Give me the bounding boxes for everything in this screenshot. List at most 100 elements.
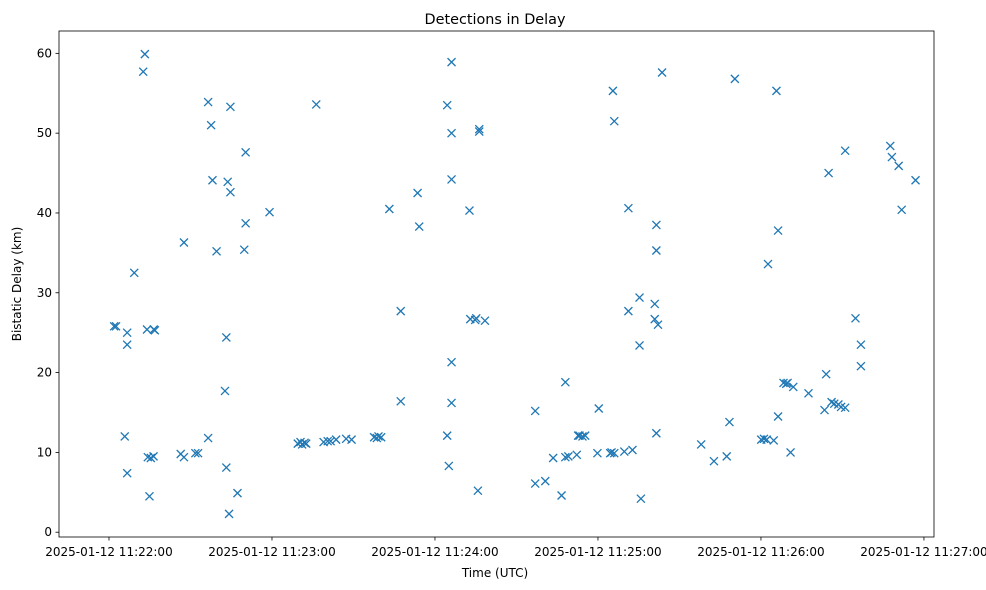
data-point <box>563 451 573 461</box>
x-axis-label: Time (UTC) <box>461 566 528 580</box>
data-point <box>827 397 837 407</box>
data-point <box>540 476 550 486</box>
data-point <box>628 445 637 455</box>
x-tick-label: 2025-01-12 11:24:00 <box>371 545 498 559</box>
data-point <box>560 377 570 387</box>
data-point <box>241 218 251 228</box>
data-point <box>323 436 333 446</box>
data-point <box>560 452 570 462</box>
data-point <box>145 491 154 501</box>
data-point <box>146 453 156 463</box>
data-point <box>474 124 484 134</box>
data-point <box>580 431 590 441</box>
x-axis-ticks: 2025-01-12 11:22:00 2025-01-12 11:23:00 20… <box>45 537 986 559</box>
data-point <box>722 451 732 461</box>
data-point <box>651 428 661 438</box>
data-point <box>149 325 159 334</box>
data-point <box>657 68 667 77</box>
data-point <box>447 174 457 184</box>
data-point <box>311 99 321 109</box>
plot-background <box>59 31 934 537</box>
data-point <box>788 382 798 392</box>
data-point <box>109 321 119 331</box>
y-tick-label: 50 <box>37 126 52 140</box>
x-tick-label: 2025-01-12 11:25:00 <box>534 545 661 559</box>
data-point <box>709 456 719 466</box>
data-point <box>265 207 274 217</box>
data-point <box>820 405 829 415</box>
data-point <box>208 175 217 185</box>
data-point <box>887 152 897 162</box>
data-point <box>856 340 866 350</box>
data-point <box>759 434 769 444</box>
data-point <box>696 439 706 449</box>
data-point <box>607 447 617 457</box>
data-point <box>763 259 773 269</box>
data-point <box>221 463 231 473</box>
data-point <box>413 188 423 198</box>
data-point <box>911 175 920 185</box>
data-point <box>773 226 783 235</box>
data-point <box>301 439 311 449</box>
data-point <box>474 127 484 137</box>
data-point <box>894 161 904 171</box>
data-point <box>821 369 831 379</box>
data-point <box>206 120 216 130</box>
data-point <box>885 141 895 151</box>
data-point <box>414 222 424 231</box>
data-point <box>122 328 132 338</box>
data-point <box>384 204 394 214</box>
data-point <box>442 431 452 441</box>
data-point <box>203 97 213 107</box>
data-point <box>623 306 633 316</box>
data-point <box>724 417 734 427</box>
data-point <box>779 378 788 388</box>
data-point <box>769 435 779 445</box>
data-point <box>233 488 242 498</box>
data-point <box>447 57 457 67</box>
data-point <box>347 435 357 445</box>
data-point <box>650 299 660 309</box>
y-axis-label: Bistatic Delay (km) <box>10 227 24 342</box>
data-point <box>326 436 336 446</box>
data-point <box>653 320 663 330</box>
data-point <box>608 86 618 96</box>
data-point <box>592 448 602 458</box>
x-tick-label: 2025-01-12 11:23:00 <box>208 545 335 559</box>
data-point <box>447 357 457 367</box>
data-point <box>193 448 203 458</box>
data-point <box>203 433 213 443</box>
data-point <box>473 486 483 496</box>
data-point <box>140 49 150 59</box>
data-point <box>557 491 567 500</box>
data-point <box>447 128 457 138</box>
data-point <box>619 447 629 457</box>
plot-area <box>58 30 935 538</box>
chart-title: Detections in Delay <box>425 12 566 28</box>
data-point <box>786 447 796 457</box>
y-tick-label: 30 <box>37 286 52 300</box>
data-point <box>840 403 850 413</box>
data-point <box>220 386 230 396</box>
data-point <box>138 67 148 77</box>
data-point <box>594 404 604 413</box>
x-tick-label: 2025-01-12 11:27:00 <box>860 545 986 559</box>
data-point <box>396 306 406 316</box>
data-point <box>480 316 490 326</box>
y-tick-label: 20 <box>37 366 52 380</box>
data-point <box>396 396 406 406</box>
x-tick-label: 2025-01-12 11:26:00 <box>697 545 824 559</box>
data-point <box>840 146 850 156</box>
data-point <box>530 406 540 416</box>
data-point <box>179 238 189 247</box>
data-point <box>224 509 234 519</box>
data-point <box>447 398 457 408</box>
x-tick-label: 2025-01-12 11:22:00 <box>45 545 172 559</box>
data-point <box>783 378 793 388</box>
data-point <box>773 412 783 421</box>
data-point <box>609 448 619 458</box>
data-point <box>771 86 781 96</box>
data-point <box>225 187 235 197</box>
data-point <box>120 431 130 441</box>
data-point <box>650 314 660 324</box>
